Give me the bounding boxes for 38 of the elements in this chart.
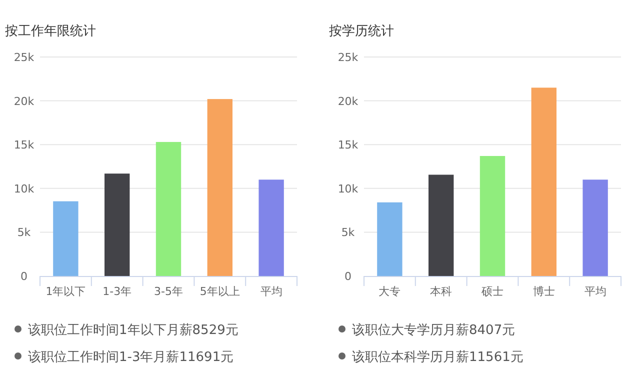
y-tick-label: 0 xyxy=(20,270,28,283)
y-tick-label: 15k xyxy=(338,138,359,152)
x-tick-label: 1-3年 xyxy=(102,285,132,298)
bar xyxy=(104,174,130,276)
x-tick-label: 平均 xyxy=(584,285,606,298)
x-tick-label: 5年以上 xyxy=(200,285,240,298)
text: 该职位本科学历月薪11561元 xyxy=(352,349,524,365)
y-tick-label: 15k xyxy=(14,138,35,152)
chart-title: 按学历统计 xyxy=(329,24,394,39)
bar xyxy=(582,180,608,276)
y-tick-label: 5k xyxy=(17,226,32,240)
bar xyxy=(53,201,78,276)
x-tick-label: 本科 xyxy=(430,285,452,298)
x-tick-label: 平均 xyxy=(260,285,282,298)
y-tick-label: 25k xyxy=(14,51,35,64)
bar xyxy=(377,202,402,276)
bar xyxy=(156,142,182,276)
bar xyxy=(531,88,556,276)
x-tick-label: 3-5年 xyxy=(154,285,183,298)
x-tick-label: 大专 xyxy=(378,285,401,298)
text: 该职位工作时间1-3年月薪11691元 xyxy=(28,349,234,365)
bar xyxy=(258,180,284,276)
y-tick-label: 20k xyxy=(338,94,359,108)
bar xyxy=(207,99,232,276)
y-tick-label: 25k xyxy=(338,51,359,64)
y-tick-label: 10k xyxy=(14,182,35,196)
x-tick-label: 硕士 xyxy=(480,285,504,298)
chart-title: 按工作年限统计 xyxy=(5,24,96,39)
y-tick-label: 5k xyxy=(341,226,356,240)
y-tick-label: 20k xyxy=(14,94,35,108)
x-tick-label: 博士 xyxy=(532,285,555,298)
bar xyxy=(480,156,506,276)
bar xyxy=(428,174,454,276)
text: 该职位工作时间1年以下月薪8529元 xyxy=(28,322,238,338)
text: 该职位大专学历月薪8407元 xyxy=(352,322,516,338)
y-tick-label: 0 xyxy=(344,270,352,283)
y-tick-label: 10k xyxy=(338,182,359,196)
x-tick-label: 1年以下 xyxy=(46,285,86,298)
